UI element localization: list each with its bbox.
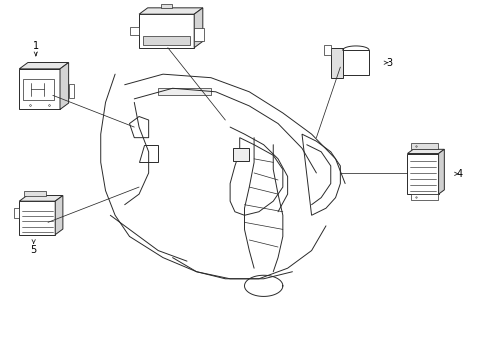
Polygon shape	[438, 149, 444, 194]
Polygon shape	[302, 134, 340, 215]
Text: 4: 4	[456, 169, 462, 179]
Polygon shape	[194, 28, 203, 41]
Polygon shape	[130, 27, 139, 35]
Polygon shape	[342, 50, 368, 75]
Polygon shape	[60, 63, 68, 109]
Polygon shape	[15, 208, 19, 218]
Polygon shape	[194, 8, 203, 48]
Polygon shape	[142, 36, 190, 45]
Polygon shape	[324, 45, 330, 55]
Polygon shape	[230, 138, 282, 215]
Polygon shape	[139, 8, 203, 14]
Text: 1: 1	[33, 41, 39, 51]
Polygon shape	[55, 195, 63, 235]
Polygon shape	[407, 149, 444, 153]
Polygon shape	[330, 48, 342, 78]
Polygon shape	[407, 153, 438, 194]
Polygon shape	[410, 143, 437, 149]
Polygon shape	[139, 14, 194, 48]
Text: 3: 3	[386, 58, 392, 68]
Polygon shape	[410, 194, 437, 200]
Polygon shape	[19, 201, 55, 235]
Polygon shape	[19, 63, 68, 69]
Polygon shape	[129, 117, 148, 138]
Polygon shape	[139, 145, 158, 162]
Polygon shape	[232, 148, 249, 161]
Polygon shape	[19, 195, 63, 201]
Polygon shape	[19, 69, 60, 109]
Polygon shape	[68, 84, 74, 98]
Polygon shape	[24, 191, 45, 195]
Polygon shape	[161, 4, 172, 8]
Text: 5: 5	[30, 245, 37, 255]
Polygon shape	[23, 80, 54, 100]
Polygon shape	[158, 88, 210, 95]
